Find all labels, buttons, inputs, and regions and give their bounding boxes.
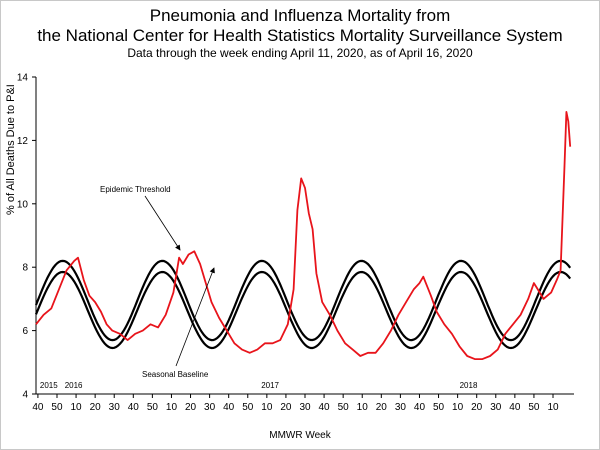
x-tick-label: 30 (395, 402, 407, 413)
epidemic-threshold-annotation: Epidemic Threshold (100, 185, 171, 194)
x-tick-label: 30 (299, 402, 311, 413)
y-tick-label: 12 (17, 136, 29, 147)
x-tick-label: 10 (357, 402, 369, 413)
y-tick-label: 14 (17, 73, 29, 84)
chart-title-line2: the National Center for Health Statistic… (37, 26, 563, 45)
x-tick-label: 40 (32, 402, 44, 413)
chart-subtitle: Data through the week ending April 11, 2… (127, 46, 473, 60)
x-tick-label: 30 (490, 402, 502, 413)
x-tick-label: 20 (280, 402, 292, 413)
year-label: 2015 (40, 381, 58, 390)
x-tick-label: 10 (261, 402, 273, 413)
x-tick-label: 40 (414, 402, 426, 413)
x-tick-label: 50 (528, 402, 540, 413)
epidemic-threshold-arrow (144, 195, 181, 251)
x-tick-label: 50 (338, 402, 350, 413)
x-tick-label: 20 (90, 402, 102, 413)
x-tick-label: 50 (433, 402, 445, 413)
seasonal-baseline-arrow (175, 267, 215, 367)
y-tick-label: 10 (17, 199, 29, 210)
x-tick-label: 20 (471, 402, 483, 413)
x-tick-label: 30 (109, 402, 121, 413)
year-label: 2016 (65, 381, 83, 390)
year-label: 2017 (261, 381, 279, 390)
y-tick-label: 6 (22, 326, 28, 337)
x-tick-label: 40 (223, 402, 235, 413)
x-tick-label: 10 (166, 402, 178, 413)
epidemic-threshold-line (34, 259, 572, 342)
y-tick-label: 4 (22, 390, 28, 401)
x-tick-label: 40 (509, 402, 521, 413)
x-tick-label: 10 (71, 402, 83, 413)
x-tick-label: 40 (128, 402, 140, 413)
chart-title: Pneumonia and Influenza Mortality from (149, 6, 451, 25)
x-tick-label: 20 (376, 402, 388, 413)
x-tick-label: 10 (547, 402, 559, 413)
seasonal-baseline-annotation: Seasonal Baseline (142, 370, 209, 379)
year-label: 2018 (460, 381, 478, 390)
seasonal-baseline-line (34, 270, 572, 350)
x-tick-label: 30 (204, 402, 216, 413)
x-tick-label: 40 (319, 402, 331, 413)
y-tick-label: 8 (22, 263, 28, 274)
x-tick-label: 50 (147, 402, 159, 413)
observed-pi-line (35, 111, 572, 360)
x-tick-label: 20 (185, 402, 197, 413)
x-tick-label: 50 (51, 402, 63, 413)
x-axis-label: MMWR Week (269, 430, 331, 441)
x-tick-label: 10 (452, 402, 464, 413)
x-tick-label: 50 (242, 402, 254, 413)
